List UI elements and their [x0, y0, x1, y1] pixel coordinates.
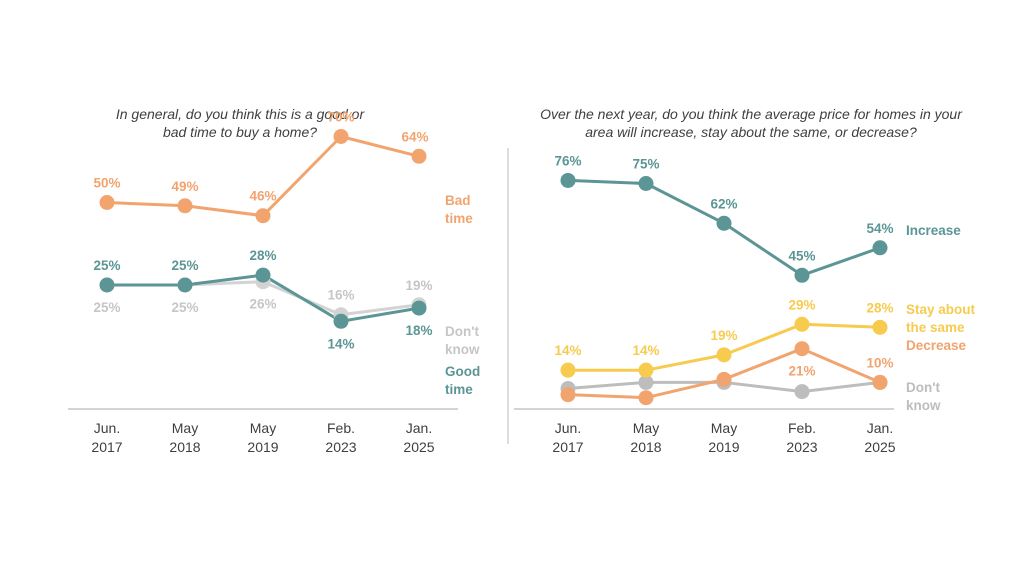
data-point [177, 198, 193, 214]
series-label: Don't [906, 380, 940, 395]
series-label: Good [445, 364, 480, 379]
x-tick-label: May [633, 420, 659, 436]
data-label: 14% [554, 343, 581, 358]
x-tick-label: 2017 [91, 439, 122, 455]
x-tick-label: Jun. [94, 420, 120, 436]
data-label: 29% [788, 297, 815, 312]
data-point [794, 267, 810, 283]
data-label: 76% [554, 153, 581, 168]
data-point [638, 362, 654, 378]
series-line-bad-time [105, 135, 421, 218]
data-label: 75% [632, 157, 659, 172]
data-label: 21% [788, 364, 815, 379]
x-tick-label: 2025 [403, 439, 434, 455]
data-label: 25% [93, 300, 120, 315]
data-point [794, 384, 810, 400]
data-point [255, 267, 271, 283]
data-point [716, 215, 732, 231]
series-label: time [445, 211, 473, 226]
series-label: Increase [906, 223, 961, 238]
data-point [794, 341, 810, 357]
data-label: 18% [405, 323, 432, 338]
data-label: 45% [788, 248, 815, 263]
x-tick-label: 2017 [552, 439, 583, 455]
data-point [716, 371, 732, 387]
chart-title-line: area will increase, stay about the same,… [585, 124, 917, 140]
series-label: the same [906, 320, 965, 335]
data-label: 19% [710, 328, 737, 343]
chart-title-line: Over the next year, do you think the ave… [540, 106, 963, 122]
x-tick-label: Jun. [555, 420, 581, 436]
chart-1: In general, do you think this is a good … [68, 106, 480, 455]
data-label: 64% [401, 129, 428, 144]
chart-title-line: bad time to buy a home? [163, 124, 317, 140]
x-tick-label: 2019 [247, 439, 278, 455]
data-label: 14% [327, 336, 354, 351]
x-tick-label: 2023 [325, 439, 356, 455]
data-label: 62% [710, 196, 737, 211]
data-point [560, 387, 576, 403]
data-label: 28% [249, 248, 276, 263]
series-label: Stay about [906, 302, 976, 317]
data-point [177, 277, 193, 293]
data-point [560, 362, 576, 378]
data-label: 50% [93, 176, 120, 191]
x-tick-label: Feb. [327, 420, 355, 436]
data-point [333, 313, 349, 329]
x-tick-label: May [711, 420, 737, 436]
data-label: 16% [327, 288, 354, 303]
data-point [411, 148, 427, 164]
data-point [872, 240, 888, 256]
x-tick-label: 2018 [169, 439, 200, 455]
data-point [99, 277, 115, 293]
series-label: Decrease [906, 338, 967, 353]
data-point [794, 316, 810, 332]
data-point [99, 195, 115, 210]
x-tick-label: May [172, 420, 198, 436]
data-label: 25% [171, 300, 198, 315]
data-point [411, 300, 427, 316]
x-tick-label: 2018 [630, 439, 661, 455]
data-point [638, 374, 654, 390]
chart-title-line: In general, do you think this is a good … [116, 106, 366, 122]
data-label: 46% [249, 189, 276, 204]
x-tick-label: Feb. [788, 420, 816, 436]
series-label: know [445, 342, 480, 357]
x-tick-label: Jan. [406, 420, 432, 436]
chart-2: Over the next year, do you think the ave… [507, 106, 976, 455]
x-tick-label: Jan. [867, 420, 893, 436]
data-label: 25% [171, 258, 198, 273]
data-label: 26% [249, 297, 276, 312]
x-tick-label: 2019 [708, 439, 739, 455]
series-label: time [445, 382, 473, 397]
data-point [716, 347, 732, 363]
series-label: know [906, 398, 941, 413]
data-point [255, 208, 271, 224]
data-label: 54% [866, 221, 893, 236]
data-point [872, 319, 888, 335]
data-label: 14% [632, 343, 659, 358]
data-point [560, 172, 576, 188]
data-point [872, 374, 888, 390]
x-tick-label: 2025 [864, 439, 895, 455]
data-point [638, 390, 654, 406]
series-label: Bad [445, 193, 471, 208]
data-label: 49% [171, 179, 198, 194]
data-label: 10% [866, 355, 893, 370]
data-label: 28% [866, 300, 893, 315]
data-label: 19% [405, 278, 432, 293]
series-label: Don't [445, 324, 479, 339]
x-tick-label: May [250, 420, 276, 436]
data-point [638, 176, 654, 191]
data-label: 70% [327, 110, 354, 125]
data-point [333, 129, 349, 144]
data-label: 25% [93, 258, 120, 273]
x-tick-label: 2023 [786, 439, 817, 455]
